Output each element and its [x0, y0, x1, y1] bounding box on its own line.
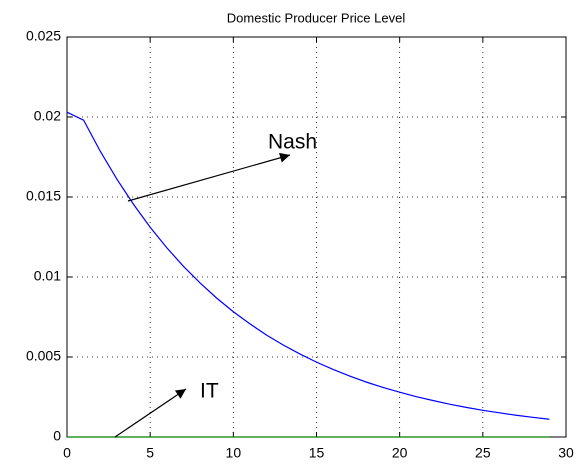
annotation-arrow	[114, 388, 187, 438]
y-tick-label: 0.015	[26, 188, 61, 204]
chart-title: Domestic Producer Price Level	[227, 10, 406, 25]
marks: 0 0.005 0.01 0.015 0.02 0.025 0 5 10 15 20 25 30	[26, 28, 574, 461]
y-tick-label: 0.02	[34, 108, 61, 124]
y-tick-label: 0.005	[26, 348, 61, 364]
annotation: Nash	[268, 131, 317, 154]
y-tick-label: 0	[53, 428, 61, 444]
line	[66, 111, 550, 420]
x-tick-label: 20	[392, 445, 408, 461]
annotation-arrow	[127, 152, 291, 202]
y-tick-label: 0.025	[26, 28, 61, 44]
x-tick-label: 5	[146, 445, 154, 461]
annotation: IT	[200, 380, 219, 403]
x-tick-label: 15	[309, 445, 325, 461]
y-tick-label: 0.01	[34, 268, 61, 284]
x-tick-label: 10	[226, 445, 242, 461]
x-tick-label: 25	[475, 445, 491, 461]
x-tick-label: 0	[63, 445, 71, 461]
x-tick-label: 30	[558, 445, 574, 461]
